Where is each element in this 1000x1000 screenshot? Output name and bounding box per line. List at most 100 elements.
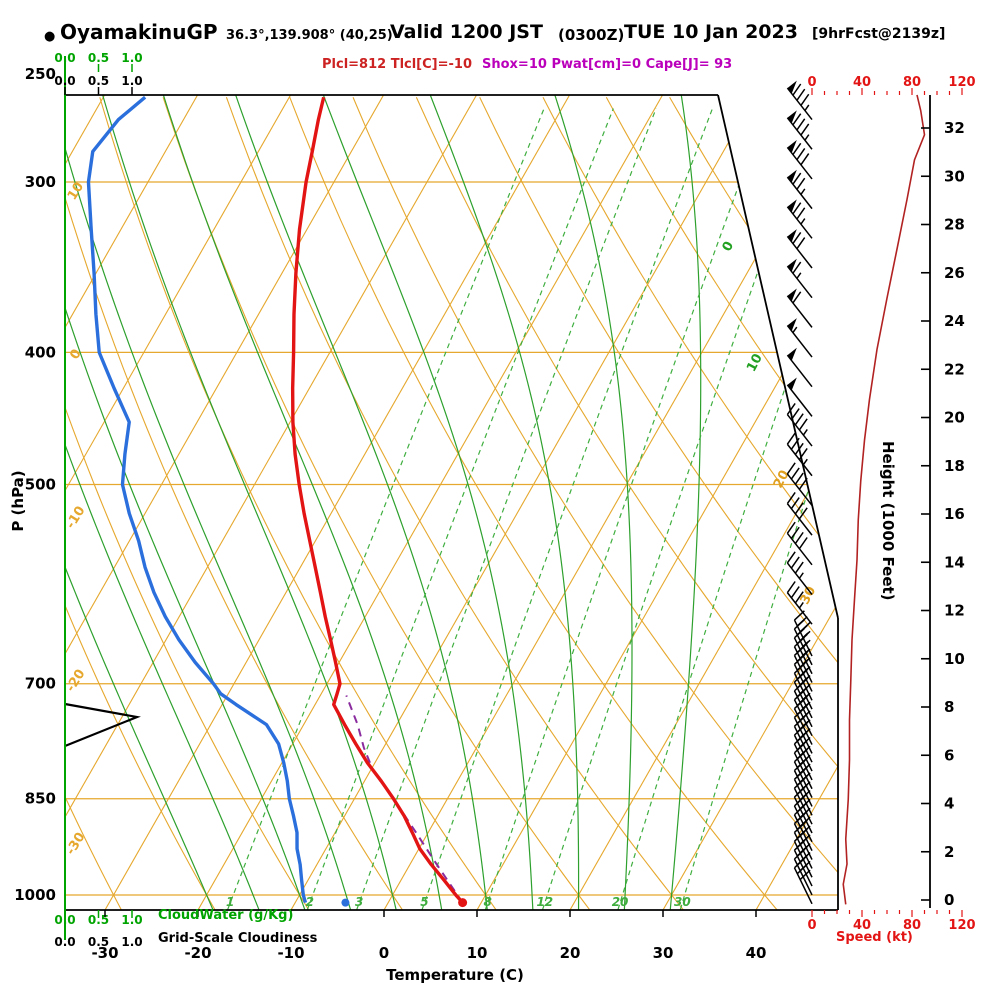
pressure-tick-label: 700 (25, 675, 56, 693)
mixing-ratio-label: 12 (536, 895, 553, 909)
valid-time: Valid 1200 JST (390, 21, 543, 43)
wind-barb (786, 551, 813, 595)
cloudwater-tick-top: 0.5 (88, 51, 109, 65)
mixing-ratio-label: 2 (306, 895, 314, 909)
dry-adiabats (65, 96, 838, 910)
height-tick-label: 24 (944, 312, 965, 330)
isotherm-label-left: 10 (65, 180, 87, 203)
diagonal-grid-label: 0 (720, 239, 737, 254)
wind-barb (786, 110, 813, 150)
height-tick-label: 10 (944, 650, 965, 668)
wind-barb (786, 140, 813, 180)
temperature-tick-label: -10 (277, 944, 304, 962)
mixing-ratio-label: 5 (420, 895, 428, 909)
speed-tick-label: 80 (903, 918, 921, 933)
speed-tick-label: 40 (853, 75, 871, 90)
diagonal-grid-label: 10 (744, 351, 766, 374)
temperature-tick-label: 40 (746, 944, 767, 962)
wind-barb (786, 229, 813, 269)
cloudwater-tick-bottom: 0.0 (54, 913, 75, 927)
wind-barb (786, 169, 813, 210)
surface-temperature-dot (458, 898, 468, 908)
height-tick-label: 14 (944, 553, 965, 571)
pressure-tick-label: 300 (25, 173, 56, 191)
wind-barb (793, 610, 813, 657)
wind-barb (786, 347, 813, 388)
wind-barb (786, 288, 813, 328)
wind-barb (786, 492, 813, 536)
mixing-ratio-label: 3 (355, 895, 363, 909)
cloudiness-tick-top: 1.0 (121, 74, 142, 88)
cloudiness-tick-top: 0.5 (88, 74, 109, 88)
cloudiness-tick-bottom: 0.5 (88, 935, 109, 949)
cloudiness-tick-top: 0.0 (54, 74, 75, 88)
wind-barb (786, 199, 813, 239)
mixing-ratio-label: 30 (674, 895, 691, 909)
wind-barb (786, 80, 813, 121)
mixing-ratio-label: 8 (484, 895, 492, 909)
cloudwater-tick-bottom: 1.0 (121, 913, 142, 927)
speed-tick-label: 120 (948, 75, 975, 90)
level-marker (64, 702, 141, 748)
height-tick-label: 8 (944, 698, 954, 716)
height-tick-label: 26 (944, 264, 965, 282)
temperature-tick-label: -20 (184, 944, 211, 962)
wind-barb (786, 318, 813, 358)
speed-axis-label: Speed (kt) (836, 930, 913, 945)
wind-barb (786, 432, 813, 477)
height-tick-label: 6 (944, 746, 954, 764)
plot-border (64, 94, 839, 911)
isotherm-lines (65, 95, 838, 910)
wind-barb (786, 258, 813, 299)
forecast-run-info: [9hrFcst@2139z] (812, 26, 946, 42)
height-axis-label: Height (1000 Feet) (879, 441, 897, 601)
wind-barb (786, 462, 813, 506)
temperature-axis-label: Temperature (C) (386, 966, 524, 984)
wind-barb (786, 402, 813, 447)
stability-indices: Plcl=812 Tlcl[C]=-10 Shox=10 Pwat[cm]=0 C… (322, 57, 732, 72)
height-tick-label: 4 (944, 795, 954, 813)
temperature-tick-label: 20 (560, 944, 581, 962)
height-tick-label: 2 (944, 843, 954, 861)
sounding-curves (86, 95, 464, 904)
valid-date: TUE 10 Jan 2023 (624, 21, 798, 43)
pressure-grid (65, 181, 838, 896)
height-tick-label: 32 (944, 119, 965, 137)
cloudwater-axis-label: CloudWater (g/Kg) (158, 908, 294, 923)
isotherm-label-left: -20 (63, 667, 88, 695)
height-tick-label: 18 (944, 457, 965, 475)
station-coordinates: 36.3°,139.908° (40,25) (226, 28, 393, 43)
height-tick-label: 0 (944, 891, 954, 909)
height-tick-label: 22 (944, 360, 965, 378)
speed-tick-label: 0 (807, 75, 816, 90)
valid-time-z: (0300Z) (558, 26, 625, 44)
speed-tick-label: 120 (948, 918, 975, 933)
temperature-tick-label: 10 (467, 944, 488, 962)
height-tick-label: 28 (944, 216, 965, 234)
temperature-tick-label: 30 (653, 944, 674, 962)
isotherm-label-left: -30 (63, 830, 88, 858)
mixing-ratio-label: 1 (226, 895, 234, 909)
temperature-curve (290, 96, 464, 904)
cloudiness-axis-label: Grid-Scale Cloudiness (158, 931, 318, 946)
wind-barb (786, 581, 813, 625)
pressure-tick-label: 400 (25, 343, 56, 361)
cloudwater-tick-top: 0.0 (54, 51, 75, 65)
wind-barb (786, 521, 813, 566)
mixing-ratio-label: 20 (612, 895, 629, 909)
pressure-tick-label: 250 (25, 65, 56, 83)
cloud-scale: 0.0 0.0 0.0 0.0 0.5 0.5 0.5 0.5 1.0 1.0 1.0 1.0 (54, 51, 142, 949)
cloudwater-tick-top: 1.0 (121, 51, 142, 65)
isotherm-label-left: -10 (63, 504, 88, 532)
indices-lcl: Plcl=812 Tlcl[C]=-10 (322, 57, 472, 72)
height-tick-label: 30 (944, 167, 965, 185)
grid-lines (65, 95, 838, 910)
speed-tick-label: 0 (807, 918, 816, 933)
moist-adiabats (65, 95, 702, 910)
wind-barbs (786, 80, 813, 905)
pressure-axis-label: P (hPa) (9, 470, 27, 532)
